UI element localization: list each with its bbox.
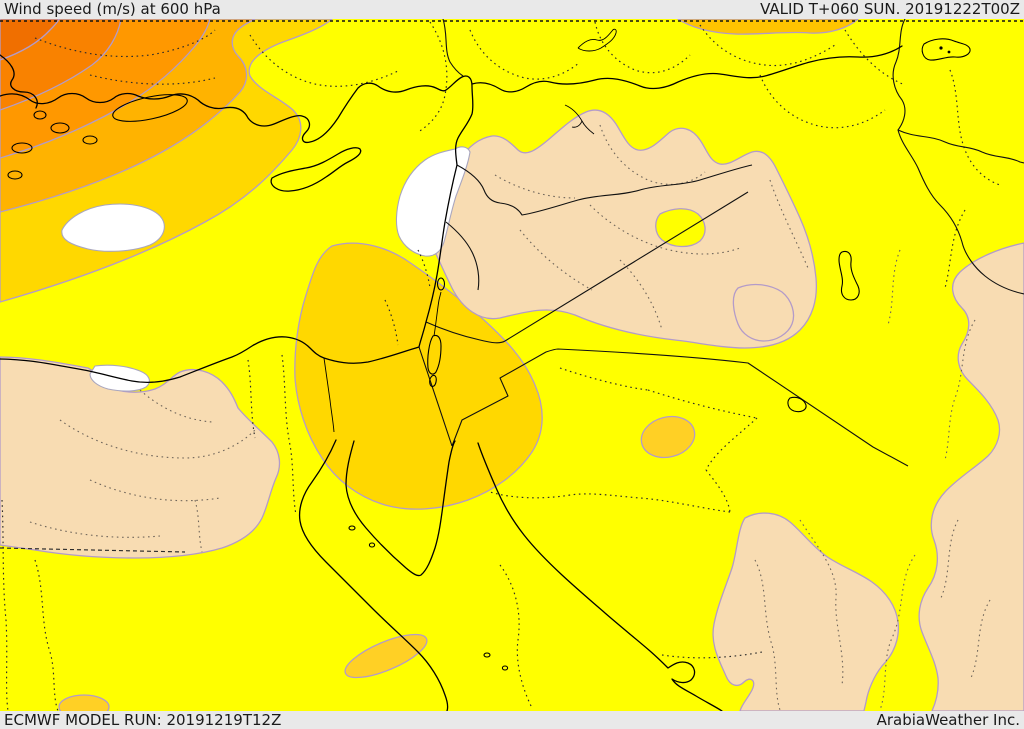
wind-speed-map: [0, 19, 1024, 711]
euphrates-reservoir: [577, 28, 617, 52]
valid-time-label: VALID T+060 SUN. 20191222T00Z: [760, 0, 1020, 18]
aegean-island: [82, 135, 98, 145]
calm-region-saudi: [712, 512, 900, 711]
model-run-label: ECMWF MODEL RUN: 20191219T12Z: [4, 710, 282, 729]
lake-tharthar: [838, 250, 860, 301]
red-sea-island: [483, 652, 491, 658]
coastline-cyprus: [270, 147, 362, 192]
provider-label: ArabiaWeather Inc.: [876, 710, 1020, 729]
suez-canal: [323, 357, 335, 433]
calm-min-sea-west-cyprus: [61, 203, 165, 252]
wind-gold-spot-rednsea: [344, 633, 428, 679]
red-sea-island: [348, 525, 356, 531]
wind-band-deepest-orange: [0, 19, 60, 61]
header-bar: Wind speed (m/s) at 600 hPa VALID T+060 …: [0, 0, 1024, 19]
footer-bar: ECMWF MODEL RUN: 20191219T12Z ArabiaWeat…: [0, 711, 1024, 729]
coastline-north-inland-line: [471, 45, 903, 93]
lake-razazza: [787, 396, 807, 413]
aegean-island: [33, 110, 47, 120]
wind-gold-spot-bottom: [58, 694, 110, 711]
coastline-gulf-suez-egypt: [298, 439, 449, 711]
coastline-aegean-north: [0, 54, 38, 109]
lake-van-island: [947, 50, 951, 54]
country-borders: [418, 19, 1024, 467]
dotted-admin-borders: [0, 21, 1001, 711]
calm-region-east-edge: [918, 242, 1024, 711]
map-title: Wind speed (m/s) at 600 hPa: [4, 0, 221, 18]
aegean-island: [11, 142, 33, 154]
coastline-aqaba-saudi: [477, 442, 723, 711]
jordan-river: [433, 291, 442, 337]
coastline-sinai: [345, 440, 456, 577]
wind-gold-spot-east: [640, 415, 696, 459]
aegean-island: [7, 170, 23, 180]
wind-band-top-strip: [676, 19, 859, 35]
dead-sea-south: [429, 374, 437, 387]
map-canvas: [0, 19, 1024, 711]
aegean-island: [50, 122, 70, 134]
lake-assad: [564, 104, 595, 135]
red-sea-island: [368, 542, 376, 548]
sea-of-galilee: [436, 277, 446, 291]
dead-sea: [427, 334, 442, 375]
calm-lobe-iraq: [732, 283, 795, 342]
lake-van-island: [939, 46, 943, 50]
aegean-island-large: [112, 94, 188, 122]
calm-region-syria: [432, 109, 818, 349]
coastline-turkey-levant-africa: [0, 75, 474, 384]
coastlines: [0, 28, 971, 711]
calm-min-syrian-coast: [395, 146, 471, 257]
red-sea-island: [501, 665, 509, 671]
lake-van: [921, 38, 971, 61]
